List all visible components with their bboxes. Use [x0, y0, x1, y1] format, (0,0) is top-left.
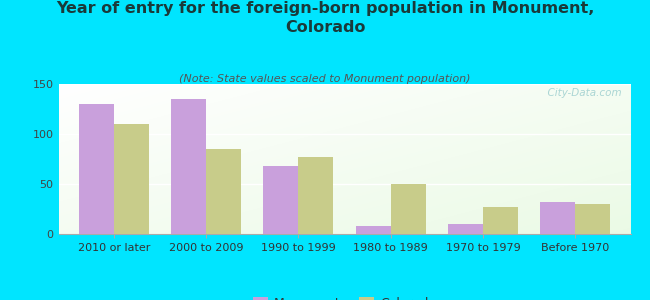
- Bar: [171, 99, 206, 234]
- Bar: [483, 207, 518, 234]
- Bar: [206, 149, 241, 234]
- Bar: [448, 224, 483, 234]
- Bar: [391, 184, 426, 234]
- Bar: [79, 104, 114, 234]
- Bar: [356, 226, 391, 234]
- Bar: [575, 204, 610, 234]
- Bar: [114, 124, 149, 234]
- Bar: [263, 166, 298, 234]
- Text: (Note: State values scaled to Monument population): (Note: State values scaled to Monument p…: [179, 74, 471, 83]
- Bar: [298, 157, 333, 234]
- Bar: [540, 202, 575, 234]
- Text: City-Data.com: City-Data.com: [541, 88, 622, 98]
- Text: Year of entry for the foreign-born population in Monument,
Colorado: Year of entry for the foreign-born popul…: [56, 2, 594, 35]
- Legend: Monument, Colorado: Monument, Colorado: [252, 297, 437, 300]
